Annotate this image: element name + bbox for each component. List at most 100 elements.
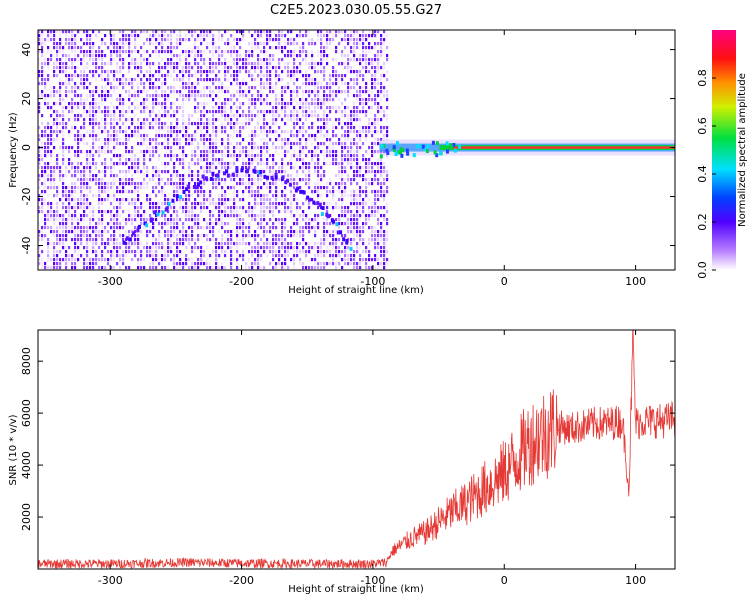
tone-blob-34: [386, 150, 390, 155]
noise-cell-4404: [380, 230, 383, 234]
noise-cell-3354: [299, 130, 302, 134]
noise-cell-3529: [314, 138, 317, 142]
noise-cell-4359: [377, 218, 380, 222]
noise-cell-2965: [269, 30, 272, 34]
noise-cell-1619: [164, 98, 167, 102]
noise-cell-307: [62, 30, 65, 34]
noise-cell-966: [113, 34, 116, 38]
noise-cell-3030: [272, 214, 275, 218]
noise-cell-4366: [377, 258, 380, 262]
noise-cell-780: [95, 262, 98, 266]
noise-cell-3745: [332, 66, 335, 70]
noise-cell-1045: [119, 30, 122, 34]
noise-cell-1787: [176, 158, 179, 162]
noise-cell-1466: [152, 150, 155, 154]
noise-cell-3902: [344, 134, 347, 138]
noise-cell-3025: [272, 182, 275, 186]
noise-cell-766: [95, 166, 98, 170]
noise-cell-1686: [167, 266, 170, 270]
noise-cell-1870: [182, 178, 185, 182]
noise-cell-2099: [200, 138, 203, 142]
noise-cell-979: [113, 114, 116, 118]
noise-cell-3115: [281, 34, 284, 38]
noise-cell-431: [71, 58, 74, 62]
noise-cell-2970: [269, 58, 272, 62]
noise-cell-312: [62, 66, 65, 70]
noise-cell-2651: [242, 254, 245, 258]
noise-cell-3463: [308, 114, 311, 118]
noise-cell-712: [92, 94, 95, 98]
noise-cell-3541: [314, 218, 317, 222]
noise-cell-3145: [281, 230, 284, 234]
noise-cell-1238: [134, 46, 137, 50]
noise-cell-1311: [137, 266, 140, 270]
noise-cell-2240: [212, 70, 215, 74]
noise-cell-3610: [320, 106, 323, 110]
noise-cell-2699: [248, 142, 251, 146]
noise-cell-424: [68, 258, 71, 262]
noise-cell-2812: [257, 74, 260, 78]
noise-cell-513: [77, 86, 80, 90]
noise-cell-3880: [341, 230, 344, 234]
arc-cell-26: [201, 174, 205, 179]
noise-cell-650: [86, 214, 89, 218]
noise-cell-3546: [314, 246, 317, 250]
noise-cell-3124: [281, 98, 284, 102]
noise-cell-2331: [218, 118, 221, 122]
noise-cell-3890: [344, 54, 347, 58]
noise-cell-397: [68, 78, 71, 82]
noise-cell-464: [74, 38, 77, 42]
noise-cell-1474: [152, 202, 155, 206]
noise-cell-218: [53, 218, 56, 222]
noise-cell-1161: [128, 42, 131, 46]
noise-cell-1422: [149, 86, 152, 90]
arc-cell-31: [216, 173, 220, 178]
noise-cell-3281: [293, 126, 296, 130]
noise-cell-3743: [332, 38, 335, 42]
noise-cell-3418: [305, 62, 308, 66]
noise-cell-3337: [296, 246, 299, 250]
noise-cell-3885: [341, 266, 344, 270]
noise-cell-952: [110, 182, 113, 186]
noise-cell-329: [62, 158, 65, 162]
noise-cell-2458: [227, 214, 230, 218]
noise-cell-3279: [293, 118, 296, 122]
noise-cell-3773: [332, 238, 335, 242]
noise-cell-4279: [371, 230, 374, 234]
noise-cell-901: [107, 94, 110, 98]
noise-cell-3246: [290, 166, 293, 170]
noise-cell-1423: [149, 94, 152, 98]
noise-cell-1995: [191, 266, 194, 270]
noise-cell-3183: [284, 234, 287, 238]
noise-cell-3442: [305, 214, 308, 218]
noise-cell-2324: [218, 82, 221, 86]
noise-cell-530: [77, 186, 80, 190]
noise-cell-294: [59, 178, 62, 182]
noise-cell-1905: [185, 198, 188, 202]
noise-cell-906: [107, 130, 110, 134]
noise-cell-118: [47, 38, 50, 42]
noise-cell-2552: [236, 122, 239, 126]
noise-cell-2244: [212, 98, 215, 102]
noise-cell-895: [107, 62, 110, 66]
noise-cell-1498: [155, 90, 158, 94]
noise-cell-3717: [329, 86, 332, 90]
noise-cell-3913: [344, 190, 347, 194]
noise-cell-2353: [221, 38, 224, 42]
noise-cell-3229: [290, 70, 293, 74]
noise-cell-276: [59, 58, 62, 62]
noise-cell-4469: [386, 190, 389, 194]
noise-cell-1668: [167, 154, 170, 158]
noise-cell-2086: [200, 70, 203, 74]
noise-cell-2326: [218, 90, 221, 94]
noise-cell-883: [104, 182, 107, 186]
noise-cell-1942: [188, 174, 191, 178]
noise-cell-732: [92, 206, 95, 210]
noise-cell-3682: [326, 98, 329, 102]
noise-cell-4163: [362, 206, 365, 210]
noise-cell-4461: [386, 134, 389, 138]
noise-cell-3316: [296, 122, 299, 126]
noise-cell-3099: [278, 166, 281, 170]
noise-cell-1205: [131, 86, 134, 90]
noise-cell-268: [56, 262, 59, 266]
